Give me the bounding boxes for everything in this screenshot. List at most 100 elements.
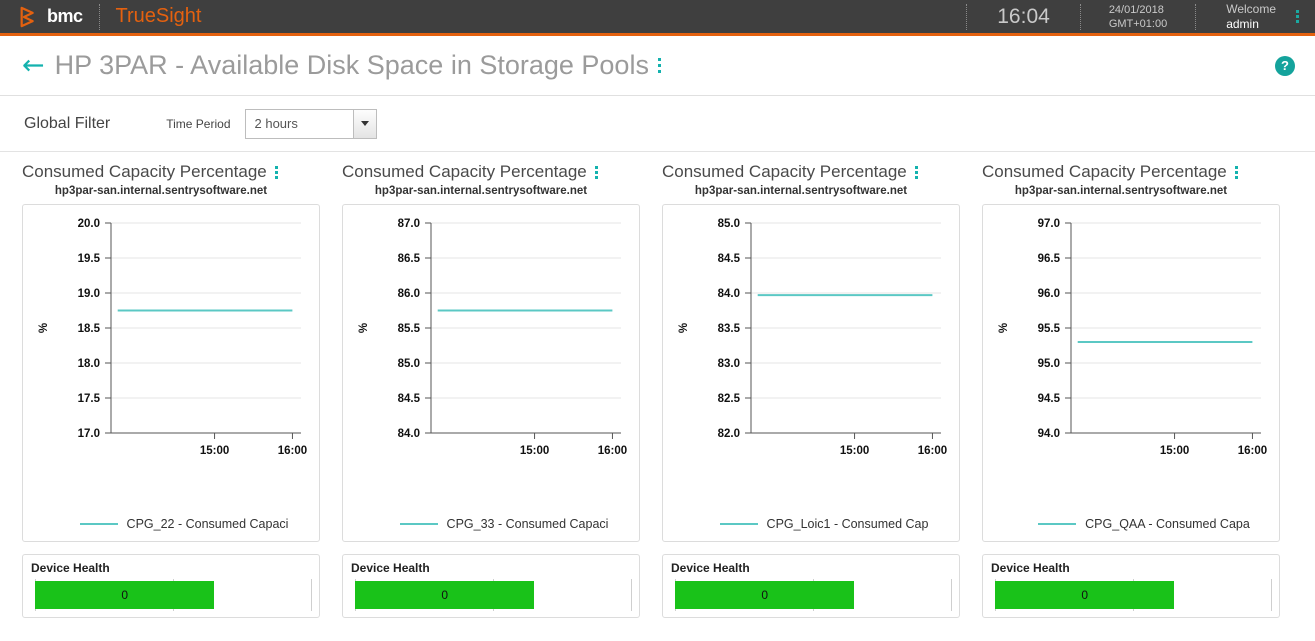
y-tick-label: 87.0 xyxy=(398,218,420,230)
y-tick-label: 94.0 xyxy=(1038,428,1060,440)
y-tick-label: 84.5 xyxy=(398,393,421,405)
y-tick-label: 19.0 xyxy=(78,288,100,300)
dashboard-grid: Consumed Capacity Percentage hp3par-san.i… xyxy=(0,152,1315,618)
panel-title-text: Consumed Capacity Percentage xyxy=(342,162,587,181)
back-arrow-icon[interactable]: ← xyxy=(22,50,45,81)
line-chart: 82.0 82.5 83.0 83.5 84.0 84.5 85.0% 15:00 16:00 xyxy=(678,218,947,457)
kebab-dot xyxy=(914,175,918,179)
top-bar: bmc TrueSight 16:04 24/01/2018 GMT+01:00… xyxy=(0,0,1315,36)
y-tick-label: 86.5 xyxy=(398,253,421,265)
page-title-menu-icon[interactable] xyxy=(657,58,661,73)
y-tick-label: 96.0 xyxy=(1038,288,1060,300)
chart-panel[interactable]: 94.0 94.5 95.0 95.5 96.0 96.5 97.0% 15:00 16:00 C… xyxy=(982,204,1280,542)
user-area[interactable]: Welcome admin xyxy=(1212,2,1290,32)
y-tick-label: 17.0 xyxy=(78,428,100,440)
device-health-value: 0 xyxy=(441,588,449,602)
device-health-title: Device Health xyxy=(671,561,750,575)
y-tick-label: 84.0 xyxy=(398,428,420,440)
panel-title: Consumed Capacity Percentage xyxy=(342,162,640,182)
chart-legend[interactable]: CPG_QAA - Consumed Capa xyxy=(983,517,1279,531)
brand-divider xyxy=(98,3,100,30)
plot-area: 82.0 82.5 83.0 83.5 84.0 84.5 85.0% 15:00 16:00 xyxy=(663,205,959,541)
page-header: ← HP 3PAR - Available Disk Space in Stor… xyxy=(0,36,1315,96)
y-axis-label: % xyxy=(358,323,370,333)
y-tick-label: 84.0 xyxy=(718,288,740,300)
kebab-dot xyxy=(657,70,661,73)
y-tick-label: 83.0 xyxy=(718,358,740,370)
device-health-panel[interactable]: Device Health 0 xyxy=(342,554,640,618)
kebab-dot xyxy=(274,165,278,169)
y-tick-label: 95.5 xyxy=(1038,323,1061,335)
device-health-panel[interactable]: Device Health 0 xyxy=(22,554,320,618)
device-health-bar: 0 xyxy=(995,581,1175,609)
panel-title: Consumed Capacity Percentage xyxy=(22,162,320,182)
dashboard-column: Consumed Capacity Percentage hp3par-san.i… xyxy=(0,162,320,618)
device-health-title: Device Health xyxy=(991,561,1070,575)
clock: 16:04 xyxy=(997,4,1050,28)
legend-label: CPG_33 - Consumed Capaci xyxy=(446,517,609,531)
kebab-dot xyxy=(914,170,918,174)
health-tick xyxy=(631,579,632,611)
panel-menu-icon[interactable] xyxy=(594,165,598,179)
y-tick-label: 85.0 xyxy=(398,358,420,370)
legend-swatch-icon xyxy=(719,523,758,525)
y-tick-label: 96.5 xyxy=(1038,253,1061,265)
x-tick-label: 15:00 xyxy=(200,445,229,457)
page-title: HP 3PAR - Available Disk Space in Storag… xyxy=(54,50,649,80)
y-axis-label: % xyxy=(38,323,50,333)
device-health-value: 0 xyxy=(761,588,769,602)
x-tick-label: 16:00 xyxy=(278,445,307,457)
legend-label: CPG_QAA - Consumed Capa xyxy=(1085,517,1250,531)
help-icon[interactable]: ? xyxy=(1275,55,1295,76)
health-tick xyxy=(951,579,952,611)
date-text: 24/01/2018 xyxy=(1108,3,1164,16)
x-tick-label: 16:00 xyxy=(1238,445,1267,457)
kebab-dot xyxy=(274,170,278,174)
legend-swatch-icon xyxy=(79,523,118,525)
panel-menu-icon[interactable] xyxy=(1234,165,1238,179)
y-tick-label: 82.5 xyxy=(718,393,741,405)
device-health-panel[interactable]: Device Health 0 xyxy=(662,554,960,618)
kebab-dot xyxy=(1296,15,1299,18)
panel-menu-icon[interactable] xyxy=(914,165,918,179)
device-health-track: 0 xyxy=(995,579,1272,611)
clock-divider-left xyxy=(966,3,968,30)
time-period-select[interactable]: 2 hours xyxy=(244,108,377,139)
brand-name: bmc xyxy=(47,6,83,26)
panel-subtitle: hp3par-san.internal.sentrysoftware.net xyxy=(694,185,908,197)
global-filter-label: Global Filter xyxy=(24,114,111,132)
top-bar-menu-icon[interactable] xyxy=(1290,10,1315,23)
y-tick-label: 17.5 xyxy=(78,393,101,405)
kebab-dot xyxy=(1296,20,1299,23)
panel-title-text: Consumed Capacity Percentage xyxy=(662,162,907,181)
legend-swatch-icon xyxy=(399,523,438,525)
device-health-bar: 0 xyxy=(675,581,855,609)
y-axis-label: % xyxy=(998,323,1010,333)
brand-area[interactable]: bmc xyxy=(0,0,83,33)
clock-divider-right xyxy=(1079,3,1081,30)
chart-legend[interactable]: CPG_Loic1 - Consumed Cap xyxy=(663,517,959,531)
kebab-dot xyxy=(657,58,661,61)
y-tick-label: 85.5 xyxy=(398,323,421,335)
chart-panel[interactable]: 17.0 17.5 18.0 18.5 19.0 19.5 20.0% 15:00 16:00 C… xyxy=(22,204,320,542)
chart-panel[interactable]: 84.0 84.5 85.0 85.5 86.0 86.5 87.0% 15:00 16:00 C… xyxy=(342,204,640,542)
plot-area: 94.0 94.5 95.0 95.5 96.0 96.5 97.0% 15:00 16:00 xyxy=(983,205,1279,541)
kebab-dot xyxy=(274,175,278,179)
kebab-dot xyxy=(1234,165,1238,169)
plot-area: 17.0 17.5 18.0 18.5 19.0 19.5 20.0% 15:00 16:00 xyxy=(23,205,319,541)
y-tick-label: 20.0 xyxy=(78,218,100,230)
y-tick-label: 18.5 xyxy=(78,323,101,335)
kebab-dot xyxy=(1296,10,1299,13)
kebab-dot xyxy=(657,64,661,67)
y-tick-label: 18.0 xyxy=(78,358,100,370)
y-tick-label: 94.5 xyxy=(1038,393,1061,405)
kebab-dot xyxy=(1234,170,1238,174)
chevron-down-icon[interactable] xyxy=(352,109,376,138)
panel-menu-icon[interactable] xyxy=(274,165,278,179)
chart-legend[interactable]: CPG_33 - Consumed Capaci xyxy=(343,517,639,531)
top-bar-right: 16:04 24/01/2018 GMT+01:00 Welcome admin xyxy=(950,0,1315,33)
panel-subtitle: hp3par-san.internal.sentrysoftware.net xyxy=(54,185,268,197)
chart-legend[interactable]: CPG_22 - Consumed Capaci xyxy=(23,517,319,531)
device-health-panel[interactable]: Device Health 0 xyxy=(982,554,1280,618)
chart-panel[interactable]: 82.0 82.5 83.0 83.5 84.0 84.5 85.0% 15:00 16:00 C… xyxy=(662,204,960,542)
